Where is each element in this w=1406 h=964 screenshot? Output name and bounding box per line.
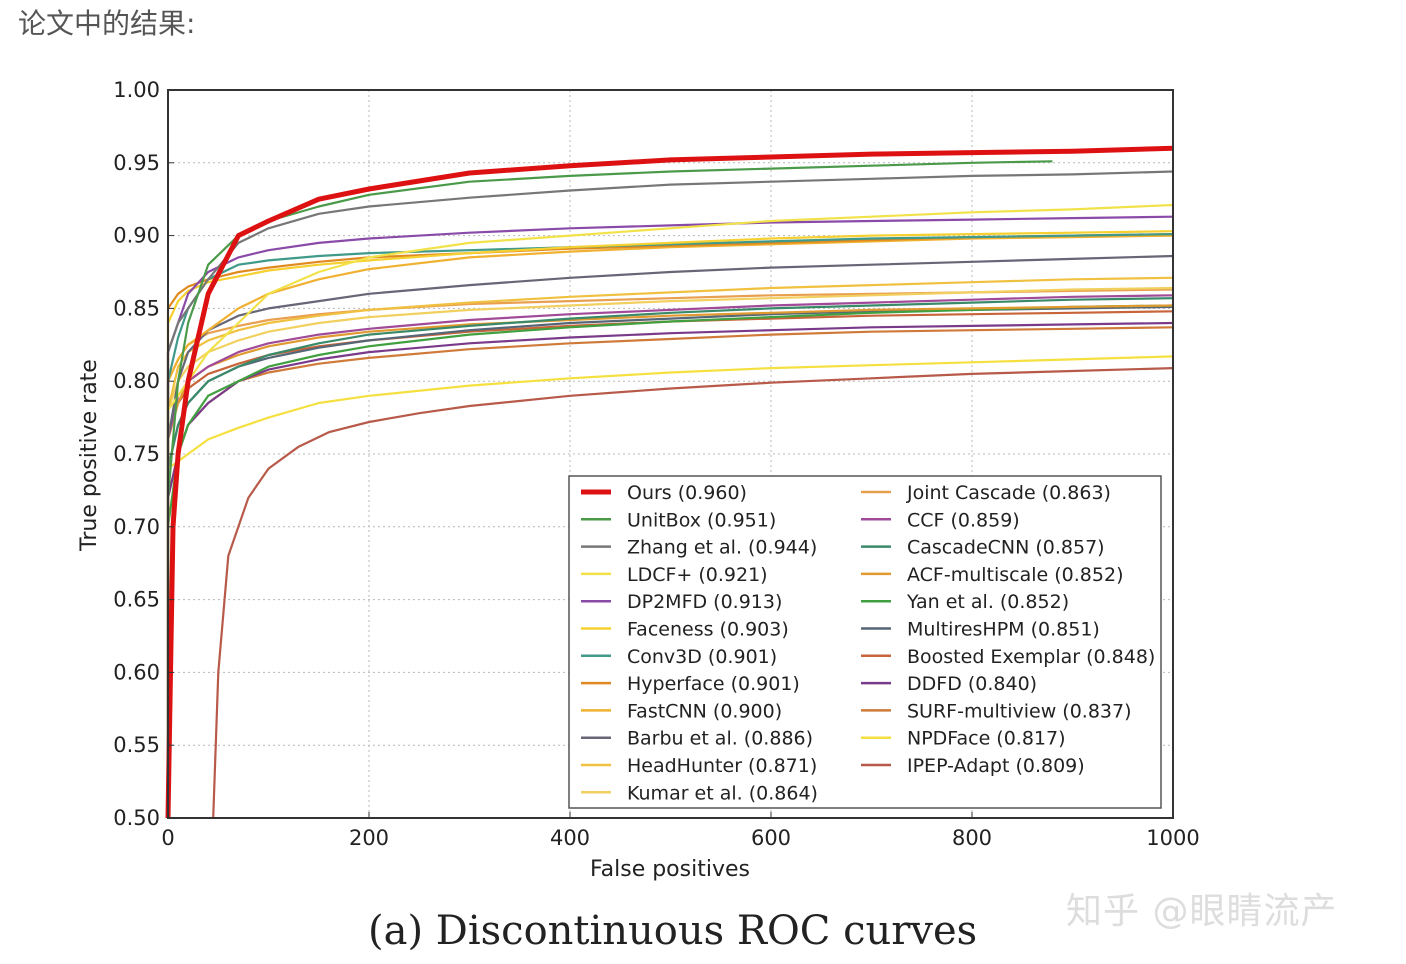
y-tick-label: 0.65 — [113, 588, 160, 612]
series-line — [166, 160, 1053, 498]
legend-label: Ours (0.960) — [627, 482, 747, 504]
legend-label: CascadeCNN (0.857) — [907, 537, 1105, 559]
series-line — [166, 234, 1174, 818]
y-tick-label: 0.60 — [113, 660, 160, 684]
legend-label: UnitBox (0.951) — [627, 509, 776, 531]
y-tick-label: 0.75 — [113, 442, 160, 466]
y-tick-label: 0.80 — [113, 369, 160, 393]
legend-label: IPEP-Adapt (0.809) — [907, 755, 1085, 777]
legend-label: Conv3D (0.901) — [627, 646, 777, 668]
series-line — [166, 304, 1174, 818]
legend-label: Kumar et al. (0.864) — [627, 782, 818, 804]
x-tick-label: 200 — [349, 826, 389, 850]
x-tick-label: 1000 — [1146, 826, 1199, 850]
legend-label: ACF-multiscale (0.852) — [907, 564, 1124, 586]
series-lines — [165, 145, 1174, 819]
legend: Ours (0.960) UnitBox (0.951) Zhang et al. … — [568, 475, 1162, 809]
series-line — [166, 355, 1174, 818]
y-tick-label: 0.50 — [113, 806, 160, 830]
y-tick-label: 0.55 — [113, 733, 160, 757]
series-line — [212, 367, 1174, 819]
series-line — [166, 286, 1174, 818]
legend-label: MultiresHPM (0.851) — [907, 619, 1100, 641]
y-tick-label: 0.95 — [113, 151, 160, 175]
y-tick-label: 0.85 — [113, 296, 160, 320]
legend-label: DP2MFD (0.913) — [627, 591, 782, 613]
series-line — [166, 233, 1174, 818]
legend-label: Zhang et al. (0.944) — [627, 537, 817, 559]
legend-label: FastCNN (0.900) — [627, 700, 782, 722]
legend-label: LDCF+ (0.921) — [627, 564, 768, 586]
x-tick-label: 800 — [952, 826, 992, 850]
y-tick-label: 1.00 — [113, 78, 160, 102]
series-line — [166, 170, 1174, 818]
legend-label: Joint Cascade (0.863) — [906, 482, 1111, 504]
legend-label: HeadHunter (0.871) — [627, 755, 817, 777]
y-tick-label: 0.90 — [113, 224, 160, 248]
legend-label: CCF (0.859) — [907, 509, 1020, 531]
series-line — [166, 276, 1174, 818]
legend-label: Faceness (0.903) — [627, 619, 789, 641]
legend-label: NPDFace (0.817) — [907, 728, 1066, 750]
series-line — [165, 145, 1174, 819]
legend-label: Barbu et al. (0.886) — [627, 728, 813, 750]
figure-caption: (a) Discontinuous ROC curves — [368, 908, 978, 954]
page-heading: 论文中的结果: — [18, 7, 196, 40]
x-tick-label: 400 — [550, 826, 590, 850]
x-ticks: 0 200 400 600 800 1000 — [161, 812, 1200, 850]
y-ticks: 0.50 0.55 0.60 0.65 0.70 0.75 0.80 0.85 0.90 0.95… — [113, 78, 174, 830]
x-axis-label: False positives — [590, 857, 750, 882]
x-tick-label: 600 — [751, 826, 791, 850]
legend-label: DDFD (0.840) — [907, 673, 1037, 695]
y-tick-label: 0.70 — [113, 515, 160, 539]
watermark: 知乎 @眼睛流产 — [1066, 891, 1338, 932]
legend-label: Yan et al. (0.852) — [906, 591, 1069, 613]
legend-label: Hyperface (0.901) — [627, 673, 800, 695]
series-line — [166, 254, 1174, 818]
legend-label: Boosted Exemplar (0.848) — [907, 646, 1155, 668]
legend-label: SURF-multiview (0.837) — [907, 700, 1132, 722]
series-line — [166, 203, 1174, 818]
series-line — [166, 230, 1174, 818]
y-axis-label: True positive rate — [77, 359, 102, 552]
series-line — [166, 215, 1174, 818]
legend-box — [568, 475, 1162, 809]
x-tick-label: 0 — [161, 826, 174, 850]
